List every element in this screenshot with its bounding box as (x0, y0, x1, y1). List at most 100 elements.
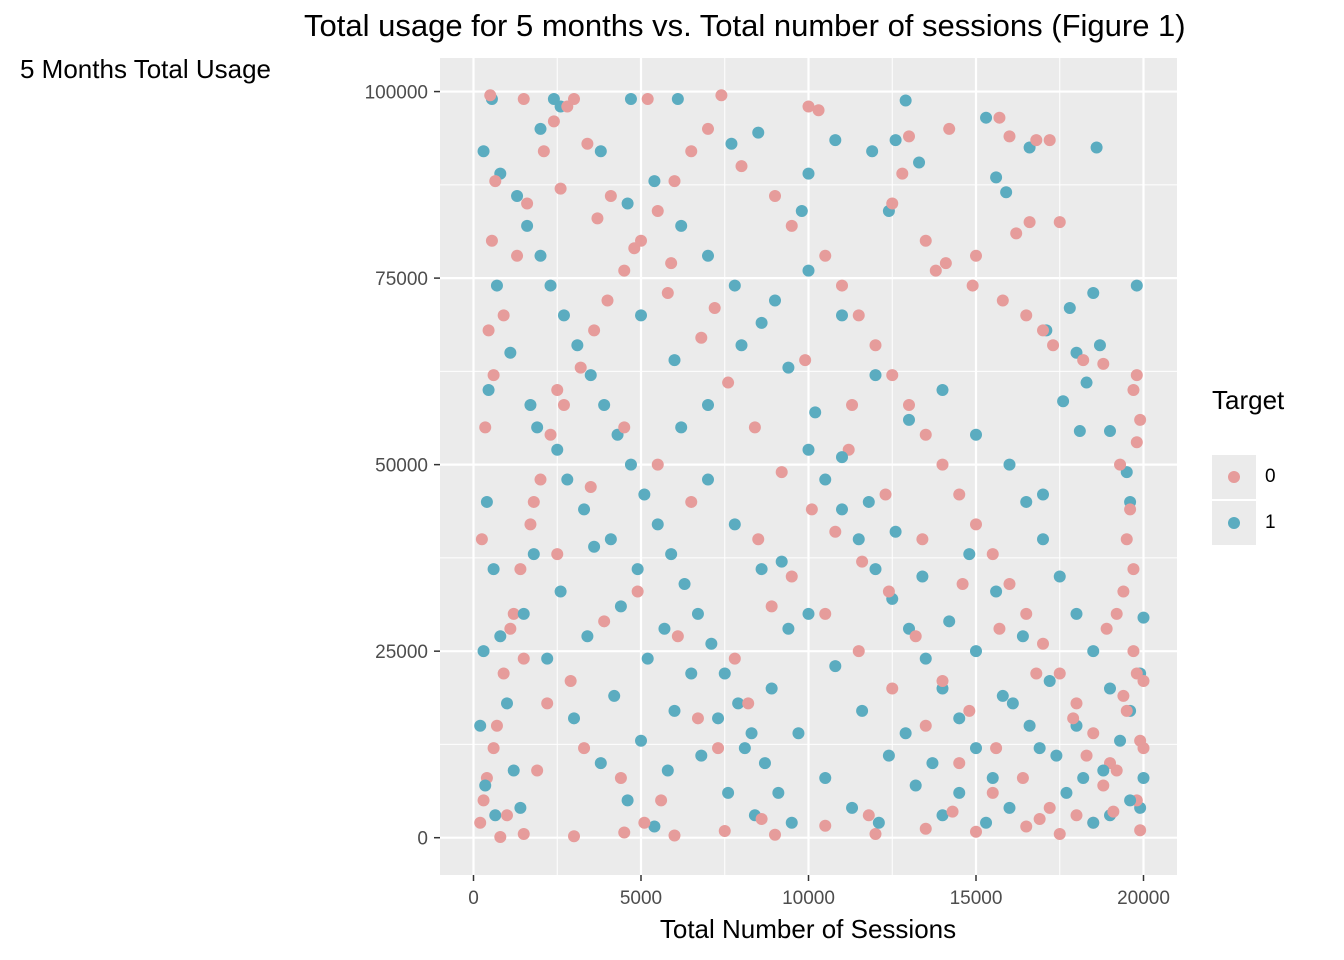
x-tick-label: 15000 (950, 888, 1003, 909)
data-point-target-0 (1117, 689, 1130, 702)
data-point-target-1 (802, 443, 815, 456)
legend-dot-0 (1228, 471, 1240, 483)
data-point-target-0 (614, 772, 627, 785)
data-point-target-1 (795, 204, 808, 217)
chart-title: Total usage for 5 months vs. Total numbe… (304, 8, 1186, 43)
data-point-target-0 (799, 354, 812, 367)
data-point-target-0 (477, 794, 490, 807)
data-point-target-0 (943, 122, 956, 135)
data-point-target-1 (738, 742, 751, 755)
data-point-target-0 (929, 264, 942, 277)
data-point-target-0 (1020, 607, 1033, 620)
data-point-target-1 (507, 764, 520, 777)
data-point-target-1 (668, 354, 681, 367)
data-point-target-1 (1130, 279, 1143, 292)
data-point-target-0 (601, 294, 614, 307)
data-point-target-1 (1057, 395, 1070, 408)
data-point-target-0 (1070, 809, 1083, 822)
data-point-target-1 (675, 219, 688, 232)
data-point-target-1 (802, 264, 815, 277)
data-point-target-1 (490, 279, 503, 292)
data-point-target-1 (1087, 816, 1100, 829)
legend-item-0: 0 (1212, 454, 1276, 500)
data-point-target-0 (584, 481, 597, 494)
data-point-target-0 (661, 287, 674, 300)
data-point-target-1 (554, 585, 567, 598)
data-point-target-0 (1023, 216, 1036, 229)
data-point-target-1 (624, 458, 637, 471)
data-point-target-1 (970, 742, 982, 755)
data-point-target-1 (970, 428, 982, 441)
data-point-target-0 (993, 622, 1006, 635)
data-point-target-1 (758, 757, 771, 770)
data-point-target-1 (1104, 682, 1116, 695)
data-point-target-0 (879, 488, 892, 501)
data-point-target-0 (769, 828, 781, 841)
data-point-target-1 (963, 548, 976, 561)
data-point-target-1 (903, 413, 915, 426)
data-point-target-1 (608, 689, 621, 702)
data-point-target-0 (970, 249, 982, 262)
data-point-target-1 (504, 346, 517, 359)
data-point-target-0 (1037, 324, 1049, 337)
data-point-target-0 (755, 813, 768, 826)
data-point-target-0 (712, 742, 725, 755)
data-point-target-1 (1006, 697, 1019, 710)
data-point-target-0 (946, 805, 959, 818)
data-point-target-0 (517, 652, 530, 665)
data-point-target-0 (517, 827, 530, 840)
data-point-target-0 (916, 533, 929, 546)
data-point-target-0 (769, 190, 781, 203)
data-point-target-0 (708, 301, 721, 314)
data-point-target-1 (1033, 742, 1046, 755)
data-point-target-0 (531, 764, 544, 777)
data-point-target-1 (792, 727, 805, 740)
data-point-target-1 (712, 712, 725, 725)
y-tick-label: 100000 (365, 83, 428, 104)
data-point-target-0 (966, 279, 979, 292)
data-point-target-1 (541, 652, 554, 665)
data-point-target-1 (1023, 719, 1036, 732)
data-point-target-0 (812, 104, 825, 117)
data-point-target-1 (501, 697, 513, 710)
data-point-target-0 (862, 809, 875, 822)
data-point-target-0 (551, 548, 564, 561)
data-point-target-0 (598, 615, 611, 628)
data-point-target-0 (628, 242, 641, 255)
data-point-target-1 (909, 779, 922, 792)
data-point-target-1 (685, 667, 698, 680)
data-point-target-0 (785, 570, 798, 583)
data-point-target-1 (477, 645, 490, 658)
data-point-target-1 (1020, 495, 1033, 508)
data-point-target-0 (487, 369, 500, 382)
data-point-target-0 (970, 518, 982, 531)
data-point-target-0 (588, 324, 601, 337)
data-point-target-0 (618, 826, 631, 839)
data-point-target-1 (705, 637, 718, 650)
data-point-target-0 (514, 563, 527, 576)
data-point-target-0 (1127, 563, 1140, 576)
data-point-target-0 (936, 458, 949, 471)
data-point-target-0 (1067, 712, 1080, 725)
data-point-target-1 (866, 145, 879, 158)
data-point-target-1 (1043, 675, 1056, 688)
data-point-target-1 (648, 175, 661, 188)
data-point-target-1 (1000, 186, 1013, 199)
data-point-target-1 (594, 145, 607, 158)
y-tick-label: 0 (417, 829, 428, 850)
data-point-target-0 (996, 294, 1009, 307)
data-point-target-1 (829, 134, 842, 147)
data-point-target-0 (886, 369, 899, 382)
data-point-target-1 (581, 630, 594, 643)
data-point-target-1 (584, 369, 597, 382)
data-point-target-0 (765, 600, 778, 613)
data-point-target-0 (494, 830, 507, 843)
legend-item-1: 1 (1212, 500, 1276, 546)
data-point-target-1 (1077, 772, 1090, 785)
data-point-target-0 (986, 786, 999, 799)
data-point-target-0 (1037, 637, 1049, 650)
data-point-target-0 (541, 697, 554, 710)
data-point-target-0 (819, 819, 832, 832)
data-point-target-1 (1037, 533, 1049, 546)
data-point-target-1 (482, 384, 495, 397)
